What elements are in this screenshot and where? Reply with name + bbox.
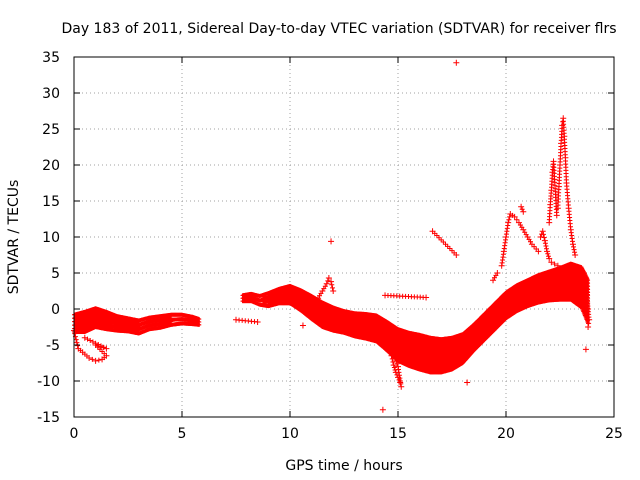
data-point	[197, 317, 202, 322]
data-series	[72, 261, 591, 375]
data-points	[71, 59, 593, 413]
